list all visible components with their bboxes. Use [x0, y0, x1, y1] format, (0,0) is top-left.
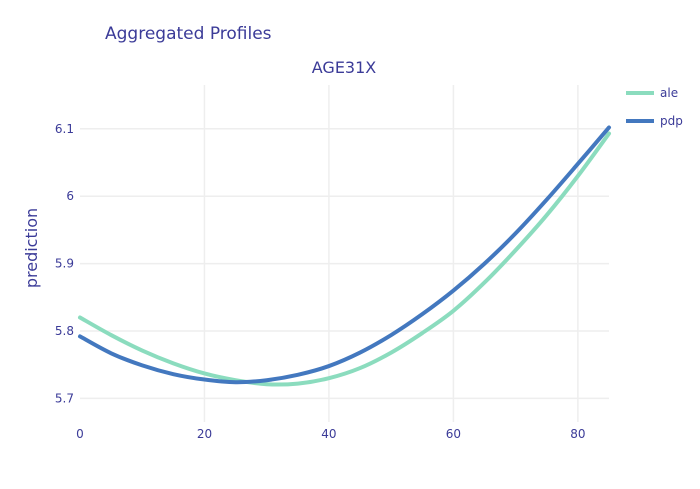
y-tick-label: 6 [66, 189, 74, 203]
legend[interactable]: ale pdp [626, 86, 683, 128]
x-tick-label: 20 [197, 427, 212, 441]
series-lines [78, 125, 611, 387]
grid-layer [80, 85, 609, 422]
chart-title: Aggregated Profiles [105, 24, 272, 44]
series-line-pdp [78, 125, 611, 385]
x-tick-label: 60 [446, 427, 461, 441]
chart-subtitle: AGE31X [312, 58, 377, 77]
y-tick-label: 5.9 [55, 257, 74, 271]
y-tick-label: 6.1 [55, 122, 74, 136]
y-axis-title: prediction [22, 208, 41, 288]
legend-label: ale [660, 86, 678, 100]
y-tick-label: 5.7 [55, 391, 74, 405]
legend-item-pdp[interactable]: pdp [626, 114, 683, 128]
series-line-ale [78, 131, 611, 387]
y-tick-label: 5.8 [55, 324, 74, 338]
tick-labels: 0 20 40 60 80 5.7 5.8 5.9 6 6.1 [55, 122, 586, 441]
legend-item-ale[interactable]: ale [626, 86, 678, 100]
x-tick-label: 80 [570, 427, 585, 441]
x-tick-label: 0 [76, 427, 84, 441]
x-tick-label: 40 [321, 427, 336, 441]
legend-label: pdp [660, 114, 683, 128]
